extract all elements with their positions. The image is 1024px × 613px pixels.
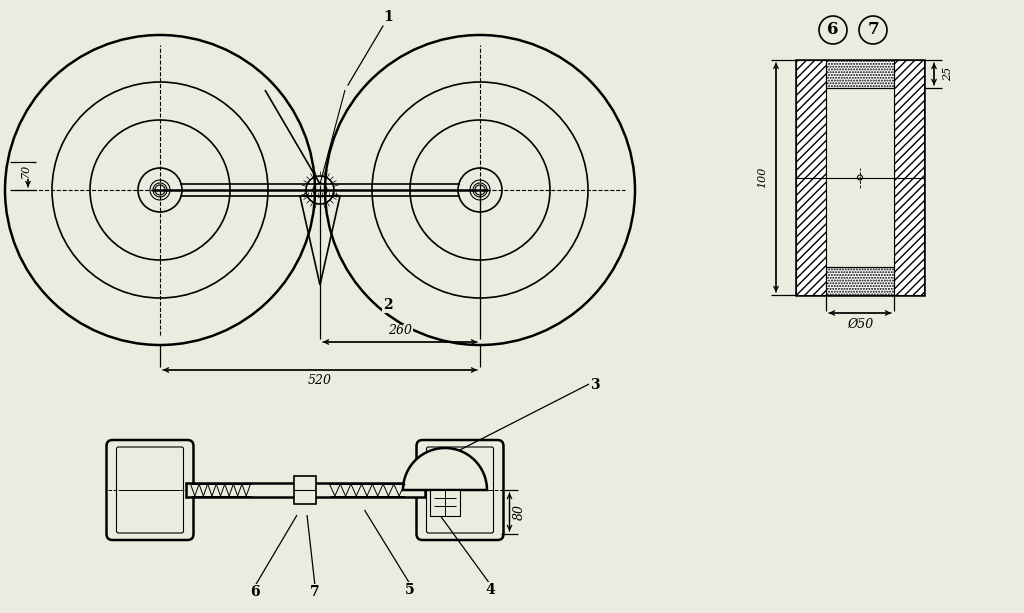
Text: 6: 6 [827, 21, 839, 39]
Text: 100: 100 [757, 167, 767, 188]
Text: 70: 70 [22, 164, 31, 178]
Text: 80: 80 [513, 504, 526, 520]
Bar [826, 88, 894, 267]
Text: 2: 2 [383, 298, 393, 312]
Text: 7: 7 [867, 21, 879, 39]
Text: 1: 1 [383, 10, 393, 24]
Text: 7: 7 [310, 585, 319, 599]
Bar [294, 476, 316, 504]
Wedge shape [403, 448, 487, 490]
Text: 6: 6 [250, 585, 260, 599]
Text: Ø50: Ø50 [847, 318, 873, 330]
Bar [796, 60, 826, 295]
FancyBboxPatch shape [417, 440, 504, 540]
FancyBboxPatch shape [106, 440, 194, 540]
Bar [826, 60, 894, 88]
Bar [430, 490, 460, 516]
Bar [185, 483, 425, 497]
Bar [826, 267, 894, 295]
Bar [796, 60, 924, 295]
Text: 4: 4 [485, 583, 495, 597]
Text: 260: 260 [388, 324, 412, 338]
Text: 25: 25 [943, 67, 953, 81]
Text: 5: 5 [406, 583, 415, 597]
Text: 3: 3 [590, 378, 600, 392]
Text: 520: 520 [308, 375, 332, 387]
Bar [894, 60, 924, 295]
